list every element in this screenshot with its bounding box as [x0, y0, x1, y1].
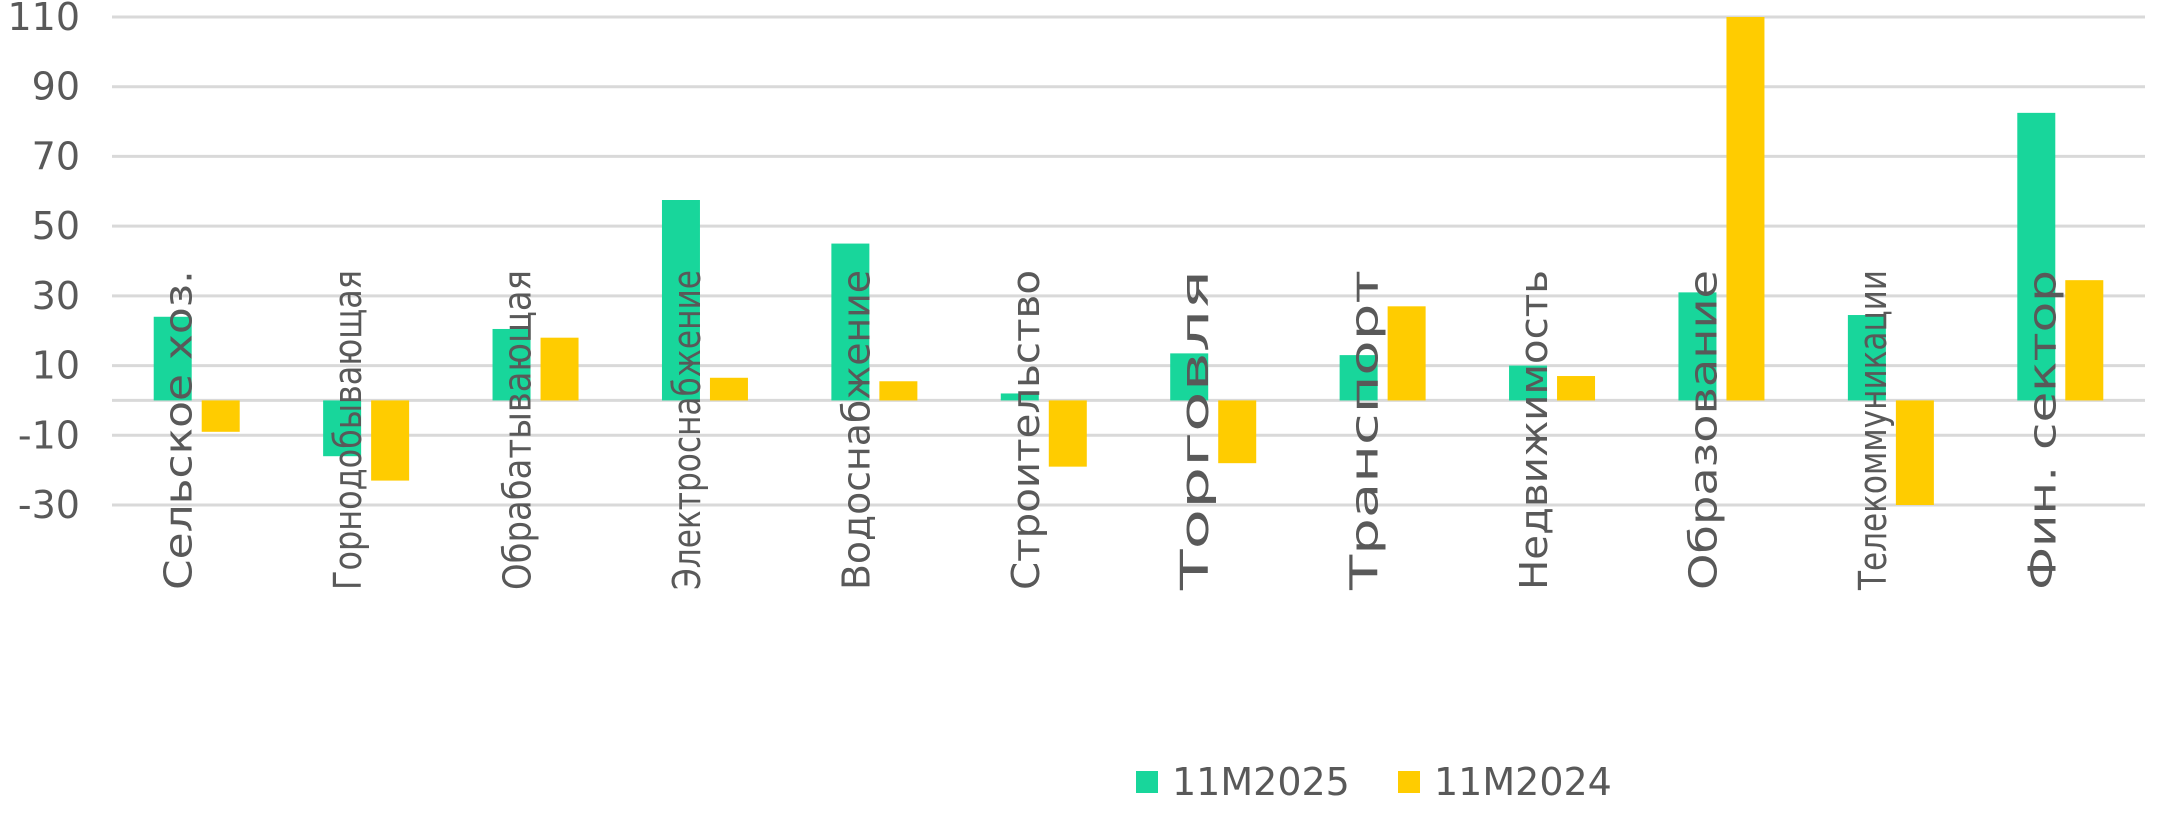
bar-11m2024-транспорт [1387, 306, 1426, 401]
legend-label-11m2024: 11M2024 [1434, 760, 1612, 804]
category-label-недвижимость: Недвижимость [1512, 270, 1556, 590]
category-label-торговля: Торговля [1173, 270, 1217, 592]
legend-swatch-11m2025 [1136, 771, 1158, 793]
legend-label-11m2025: 11M2025 [1172, 760, 1350, 804]
y-tick-label: 10 [32, 344, 80, 388]
bar-11m2025-телекоммуникации [1847, 315, 1886, 401]
category-label-горнодобывающая: Горнодобывающая [326, 270, 370, 590]
gridlines [112, 15, 2145, 507]
x-axis: Сельское хоз. Горнодобывающая Обрабатывающ… [157, 270, 2065, 592]
category-label-телекоммуникации: Телекоммуникации [1851, 270, 1895, 591]
bar-11m2025-транспорт [1339, 355, 1378, 401]
bar-11m2025-образование [1678, 292, 1717, 401]
category-label-транспорт: Транспорт [1343, 270, 1387, 592]
category-label-строительство: Строительство [1004, 270, 1048, 590]
bars [153, 17, 2104, 505]
y-tick-label: -30 [18, 483, 80, 527]
bar-11m2024-строительство [1048, 400, 1087, 467]
y-tick-label: 90 [32, 65, 80, 109]
bar-11m2025-торговля [1170, 353, 1209, 401]
bar-11m2025-строительство [1000, 393, 1039, 401]
category-label-водоснабжение: Водоснабжение [834, 270, 878, 590]
y-tick-label: 110 [7, 0, 80, 39]
bar-11m2024-телекоммуникации [1895, 400, 1934, 505]
y-tick-label: -10 [18, 413, 80, 457]
bar-11m2024-горнодобывающая [371, 400, 410, 481]
bar-11m2025-фин-сектор [2017, 112, 2056, 401]
bar-11m2025-водоснабжение [831, 243, 870, 401]
bar-11m2024-водоснабжение [879, 381, 918, 401]
bar-11m2025-обрабатывающая [492, 328, 531, 401]
bar-11m2024-сельское-хоз [201, 400, 240, 432]
category-label-сельское-хоз: Сельское хоз. [157, 270, 201, 590]
category-label-обрабатывающая: Обрабатывающая [496, 270, 540, 590]
legend-swatch-11m2024 [1398, 771, 1420, 793]
category-label-электроснабжение: Электроснабжение [665, 270, 709, 590]
y-tick-label: 30 [32, 274, 80, 318]
bar-11m2024-недвижимость [1557, 376, 1596, 401]
category-label-фин-сектор: Фин. сектор [2020, 270, 2064, 590]
bar-11m2025-электроснабжение [661, 200, 700, 401]
bar-11m2024-торговля [1218, 400, 1257, 464]
bar-11m2024-электроснабжение [709, 377, 748, 401]
bar-11m2024-фин-сектор [2065, 280, 2104, 401]
bar-11m2025-горнодобывающая [323, 400, 362, 457]
bar-11m2025-сельское-хоз [153, 316, 192, 401]
y-axis: 110 90 70 50 30 10 -10 -30 [7, 0, 80, 527]
category-label-образование: Образование [1681, 270, 1725, 590]
bar-11m2024-образование [1726, 17, 1765, 401]
bar-11m2025-недвижимость [1509, 365, 1548, 401]
legend: 11M2025 11M2024 [1136, 760, 1612, 804]
y-tick-label: 70 [32, 134, 80, 178]
y-tick-label: 50 [32, 204, 80, 248]
bar-11m2024-обрабатывающая [540, 337, 579, 401]
